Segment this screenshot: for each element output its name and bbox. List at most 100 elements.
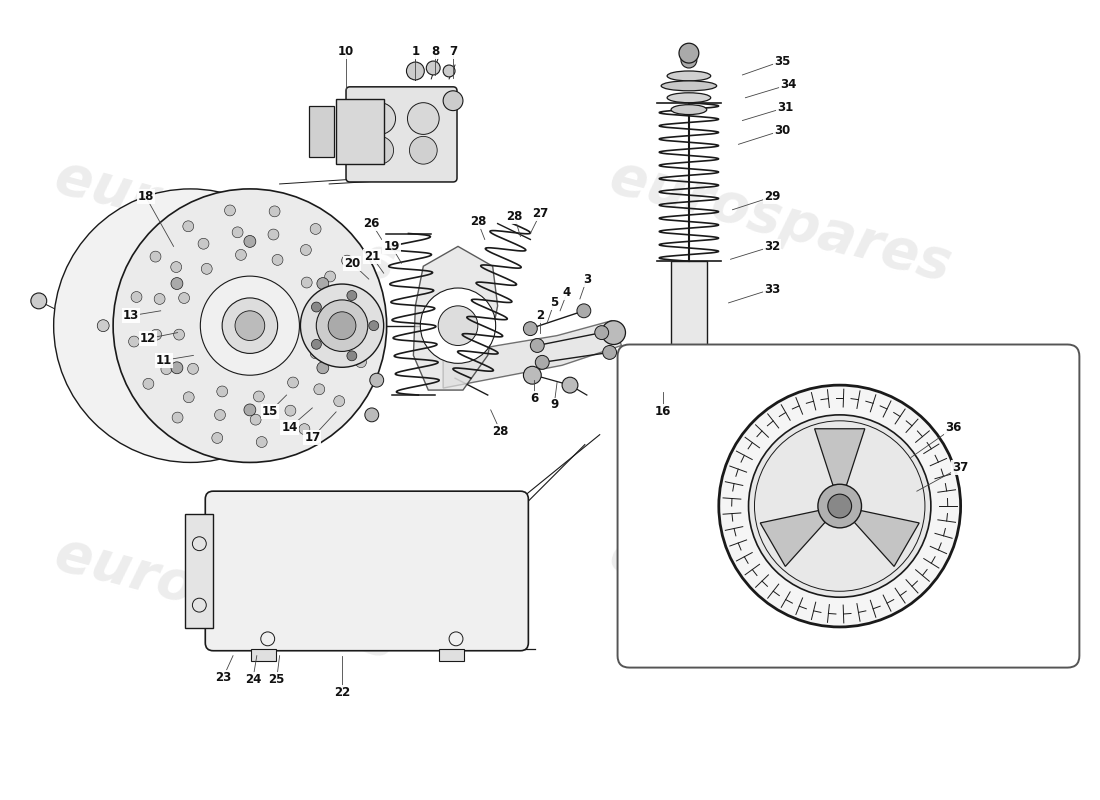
Circle shape xyxy=(346,351,356,361)
Circle shape xyxy=(718,385,960,627)
Polygon shape xyxy=(414,246,497,390)
Text: 23: 23 xyxy=(214,671,231,684)
Circle shape xyxy=(141,395,153,407)
Circle shape xyxy=(270,206,280,217)
Circle shape xyxy=(170,262,182,273)
Ellipse shape xyxy=(667,93,711,102)
Circle shape xyxy=(235,311,265,341)
Circle shape xyxy=(54,189,327,462)
Circle shape xyxy=(339,318,350,329)
Circle shape xyxy=(427,61,440,75)
Text: 11: 11 xyxy=(155,354,172,367)
Circle shape xyxy=(97,320,109,332)
Polygon shape xyxy=(815,429,865,486)
Circle shape xyxy=(287,377,298,388)
Circle shape xyxy=(268,229,279,240)
Circle shape xyxy=(178,293,189,303)
Circle shape xyxy=(300,245,311,255)
Circle shape xyxy=(524,322,537,335)
Circle shape xyxy=(113,189,386,462)
Text: 16: 16 xyxy=(654,406,671,418)
Text: 33: 33 xyxy=(764,282,780,295)
Circle shape xyxy=(576,304,591,318)
Circle shape xyxy=(679,43,699,63)
Circle shape xyxy=(174,329,185,340)
Text: 22: 22 xyxy=(334,686,350,699)
Bar xyxy=(186,514,213,628)
Text: 34: 34 xyxy=(780,78,796,91)
Text: 3: 3 xyxy=(583,273,591,286)
Ellipse shape xyxy=(661,81,717,90)
Polygon shape xyxy=(855,510,920,566)
Circle shape xyxy=(228,395,240,407)
Circle shape xyxy=(595,326,608,339)
Circle shape xyxy=(184,392,195,402)
Circle shape xyxy=(170,278,183,290)
Text: 19: 19 xyxy=(384,240,399,253)
Text: eurospares: eurospares xyxy=(48,526,402,670)
Text: 29: 29 xyxy=(764,190,780,203)
Circle shape xyxy=(562,378,578,393)
Text: 37: 37 xyxy=(953,461,969,474)
Text: 28: 28 xyxy=(493,426,509,438)
Circle shape xyxy=(250,414,261,425)
Circle shape xyxy=(310,348,321,358)
Circle shape xyxy=(151,330,162,340)
Text: 26: 26 xyxy=(364,217,380,230)
Bar xyxy=(667,363,711,387)
Circle shape xyxy=(368,321,378,330)
Circle shape xyxy=(212,433,222,443)
Circle shape xyxy=(129,336,140,347)
Circle shape xyxy=(200,276,299,375)
Circle shape xyxy=(154,294,165,304)
Text: 32: 32 xyxy=(764,240,780,253)
Circle shape xyxy=(161,296,220,355)
Bar xyxy=(337,98,384,164)
Circle shape xyxy=(366,136,394,164)
Text: eurospares: eurospares xyxy=(604,526,957,670)
Text: 28: 28 xyxy=(506,210,522,223)
Text: 27: 27 xyxy=(532,207,549,220)
Text: 24: 24 xyxy=(244,673,261,686)
Bar xyxy=(251,649,276,661)
Circle shape xyxy=(603,346,617,359)
Text: 7: 7 xyxy=(449,45,458,58)
Text: 14: 14 xyxy=(282,422,298,434)
Text: 36: 36 xyxy=(945,422,961,434)
Circle shape xyxy=(224,205,235,216)
Circle shape xyxy=(681,52,696,68)
Polygon shape xyxy=(760,510,825,566)
Circle shape xyxy=(232,227,243,238)
Circle shape xyxy=(311,302,321,312)
Bar xyxy=(309,106,334,157)
Circle shape xyxy=(201,263,212,274)
Circle shape xyxy=(409,136,437,164)
Text: eurospares: eurospares xyxy=(604,150,957,293)
FancyBboxPatch shape xyxy=(206,491,528,650)
Text: 20: 20 xyxy=(344,257,360,270)
Circle shape xyxy=(317,362,329,374)
Circle shape xyxy=(217,386,228,397)
Circle shape xyxy=(342,255,352,266)
Circle shape xyxy=(653,395,669,411)
Circle shape xyxy=(222,298,277,354)
Circle shape xyxy=(285,405,296,416)
Text: 1: 1 xyxy=(411,45,419,58)
Text: 12: 12 xyxy=(140,332,156,345)
Circle shape xyxy=(301,277,312,288)
Circle shape xyxy=(244,404,256,416)
Circle shape xyxy=(228,244,240,256)
Text: 25: 25 xyxy=(268,673,285,686)
Circle shape xyxy=(170,362,183,374)
Circle shape xyxy=(359,296,370,307)
Circle shape xyxy=(214,410,225,421)
Circle shape xyxy=(150,251,161,262)
Circle shape xyxy=(524,366,541,384)
Circle shape xyxy=(314,384,324,394)
Text: 5: 5 xyxy=(550,296,559,310)
Text: 30: 30 xyxy=(774,124,790,137)
FancyBboxPatch shape xyxy=(617,345,1079,667)
Bar xyxy=(671,262,707,350)
Circle shape xyxy=(346,290,356,301)
Circle shape xyxy=(317,278,329,290)
